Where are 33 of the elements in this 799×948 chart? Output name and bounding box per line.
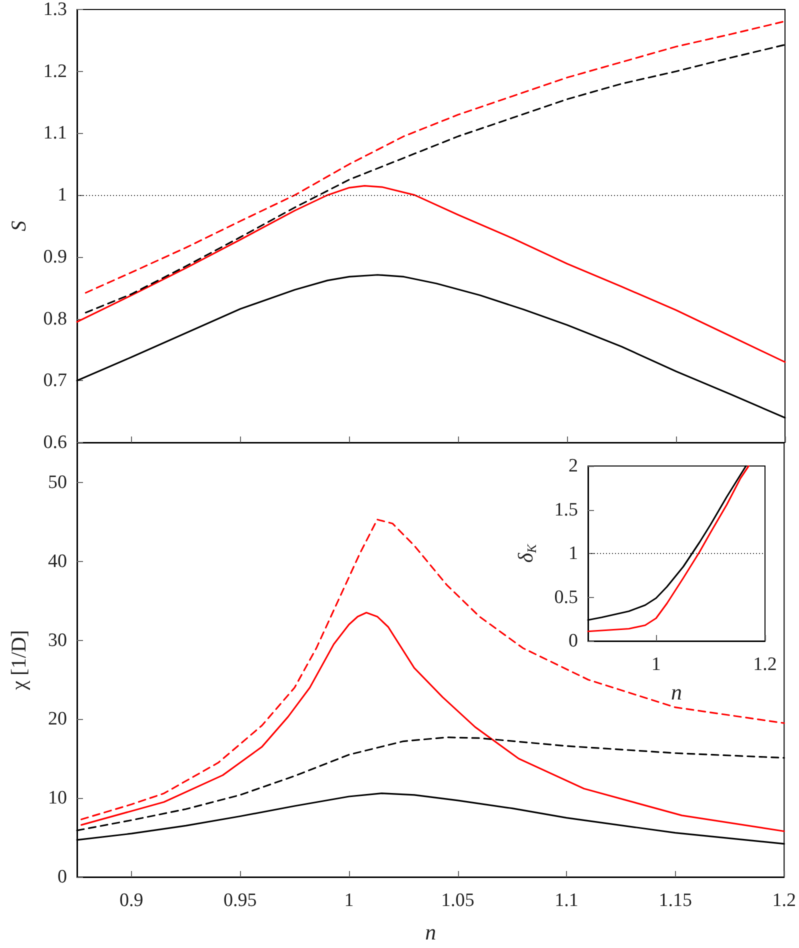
line-series — [76, 184, 786, 363]
y-tick-label: 1.2 — [43, 60, 67, 82]
y-tick-label: 1 — [568, 543, 578, 564]
y-tick-label: 50 — [48, 472, 67, 493]
x-tick-label: 1.05 — [441, 890, 474, 911]
y-tick-label: 0 — [568, 630, 578, 652]
y-tick-label: 30 — [48, 630, 67, 651]
y-tick-label: 0.7 — [43, 370, 67, 392]
y-tick-label: 1 — [58, 184, 67, 206]
y-tick-label: 40 — [48, 550, 67, 572]
y-axis-title: χ [1/D] — [6, 630, 30, 692]
y-tick-label: 1.1 — [43, 122, 67, 144]
y-tick-label: 0.6 — [43, 432, 67, 453]
y-tick-label: 1.3 — [43, 0, 67, 20]
y-tick-label: 0.5 — [554, 586, 578, 608]
y-tick-label: 0 — [58, 866, 67, 888]
x-axis-title: n — [671, 680, 682, 704]
x-axis-title: n — [425, 920, 436, 944]
x-tick-label: 1.2 — [772, 890, 796, 911]
y-tick-label: 20 — [48, 708, 67, 730]
y-axis-title: δK — [514, 542, 539, 563]
y-tick-label: 10 — [48, 788, 67, 809]
y-tick-label: 1.5 — [554, 499, 578, 520]
y-tick-label: 0.9 — [43, 246, 67, 268]
y-axis-title: S — [6, 220, 30, 232]
x-tick-label: 0.9 — [120, 890, 144, 911]
x-tick-label: 0.95 — [224, 890, 257, 911]
line-series — [80, 518, 785, 820]
x-tick-label: 1 — [344, 890, 354, 911]
y-tick-label: 0.8 — [43, 308, 67, 330]
line-series — [80, 612, 785, 832]
y-tick-label: 2 — [568, 456, 578, 476]
x-tick-label: 1.15 — [658, 890, 692, 911]
